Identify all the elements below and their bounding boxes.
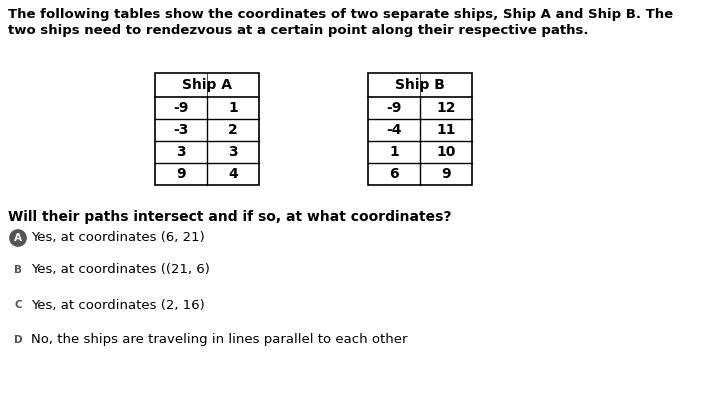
Text: 9: 9	[441, 167, 451, 181]
Text: Ship A: Ship A	[182, 78, 232, 92]
Text: The following tables show the coordinates of two separate ships, Ship A and Ship: The following tables show the coordinate…	[8, 8, 673, 21]
Text: -9: -9	[386, 101, 402, 115]
Text: two ships need to rendezvous at a certain point along their respective paths.: two ships need to rendezvous at a certai…	[8, 24, 588, 37]
Text: 1: 1	[228, 101, 238, 115]
Text: 9: 9	[176, 167, 186, 181]
Text: 2: 2	[228, 123, 238, 137]
Text: 3: 3	[228, 145, 238, 159]
Text: B: B	[14, 265, 22, 275]
Bar	[155, 73, 259, 185]
Text: 10: 10	[436, 145, 455, 159]
Circle shape	[10, 297, 26, 313]
Text: -9: -9	[173, 101, 189, 115]
Circle shape	[10, 262, 26, 278]
Text: 4: 4	[228, 167, 238, 181]
Text: 3: 3	[176, 145, 186, 159]
Text: -4: -4	[386, 123, 402, 137]
Bar	[368, 73, 472, 185]
Text: 1: 1	[389, 145, 399, 159]
Text: Yes, at coordinates (6, 21): Yes, at coordinates (6, 21)	[31, 231, 204, 244]
Text: Yes, at coordinates (2, 16): Yes, at coordinates (2, 16)	[31, 299, 204, 312]
Text: D: D	[14, 335, 22, 345]
Text: 11: 11	[436, 123, 455, 137]
Text: A: A	[14, 233, 22, 243]
Text: Will their paths intersect and if so, at what coordinates?: Will their paths intersect and if so, at…	[8, 210, 451, 224]
Text: -3: -3	[173, 123, 189, 137]
Text: C: C	[14, 300, 22, 310]
Text: Ship B: Ship B	[395, 78, 445, 92]
Text: Yes, at coordinates ((21, 6): Yes, at coordinates ((21, 6)	[31, 263, 210, 277]
Circle shape	[10, 332, 26, 348]
Circle shape	[10, 230, 26, 246]
Text: 6: 6	[389, 167, 399, 181]
Text: No, the ships are traveling in lines parallel to each other: No, the ships are traveling in lines par…	[31, 334, 408, 347]
Text: 12: 12	[436, 101, 455, 115]
